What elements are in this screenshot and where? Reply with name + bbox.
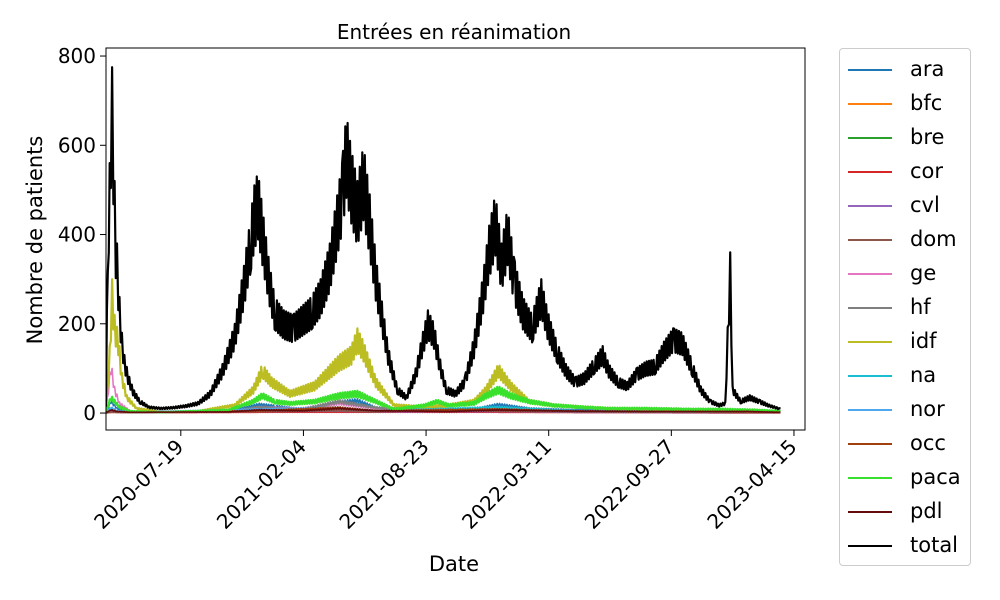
legend-item-occ: occ: [840, 427, 970, 461]
legend-label: cor: [910, 159, 944, 183]
legend-item-ge: ge: [840, 257, 970, 291]
legend-swatch: [848, 511, 892, 513]
x-tick-label: 2021-02-04: [212, 435, 311, 534]
legend-label: na: [910, 363, 937, 387]
chart-title: Entrées en réanimation: [337, 20, 571, 44]
x-tick-label: 2020-07-19: [89, 435, 188, 534]
legend: ara bfc bre cor cvl dom ge hf idf na nor occ paca pdl…: [839, 48, 971, 566]
y-tick-label: 400: [58, 223, 96, 247]
y-tick-label: 800: [58, 44, 96, 68]
legend-label: bfc: [910, 91, 943, 115]
legend-item-hf: hf: [840, 291, 970, 325]
y-tick-label: 0: [83, 401, 96, 425]
legend-item-na: na: [840, 359, 970, 393]
legend-label: pdl: [910, 499, 943, 523]
x-axis-label: Date: [429, 552, 479, 576]
legend-label: cvl: [910, 193, 940, 217]
series-line-paca: [106, 385, 781, 414]
legend-swatch: [848, 205, 892, 207]
x-tick-label: 2022-09-27: [580, 435, 679, 534]
legend-item-pdl: pdl: [840, 495, 970, 529]
legend-swatch: [848, 341, 892, 343]
y-tick-label: 600: [58, 133, 96, 157]
legend-swatch: [848, 307, 892, 309]
x-tick-label: 2023-04-15: [702, 435, 801, 534]
legend-swatch: [848, 375, 892, 377]
legend-swatch: [848, 477, 892, 479]
legend-swatch: [848, 409, 892, 411]
series-line-pdl: [106, 407, 781, 414]
legend-swatch: [848, 69, 892, 71]
legend-swatch: [848, 443, 892, 445]
x-tick-label: 2021-08-23: [334, 435, 433, 534]
legend-swatch: [848, 239, 892, 241]
legend-label: ara: [910, 57, 945, 81]
legend-item-bfc: bfc: [840, 87, 970, 121]
legend-label: occ: [910, 431, 946, 455]
legend-label: total: [910, 533, 959, 557]
legend-item-paca: paca: [840, 461, 970, 495]
legend-label: bre: [910, 125, 945, 149]
series-line-total: [106, 66, 781, 411]
legend-item-nor: nor: [840, 393, 970, 427]
legend-item-cvl: cvl: [840, 189, 970, 223]
legend-label: dom: [910, 227, 957, 251]
legend-label: idf: [910, 329, 937, 353]
y-tick-label: 200: [58, 312, 96, 336]
legend-label: nor: [910, 397, 945, 421]
legend-label: hf: [910, 295, 931, 319]
legend-label: ge: [910, 261, 937, 285]
legend-swatch: [848, 137, 892, 139]
legend-swatch: [848, 273, 892, 275]
x-tick-label: 2022-03-11: [457, 435, 556, 534]
legend-item-total: total: [840, 529, 970, 563]
legend-swatch: [848, 171, 892, 173]
legend-item-dom: dom: [840, 223, 970, 257]
plot-area-frame: [105, 47, 806, 431]
legend-item-ara: ara: [840, 53, 970, 87]
legend-label: paca: [910, 465, 961, 489]
legend-item-cor: cor: [840, 155, 970, 189]
legend-swatch: [848, 103, 892, 105]
legend-swatch: [848, 545, 892, 547]
legend-item-idf: idf: [840, 325, 970, 359]
legend-item-bre: bre: [840, 121, 970, 155]
y-axis-label: Nombre de patients: [23, 136, 47, 345]
